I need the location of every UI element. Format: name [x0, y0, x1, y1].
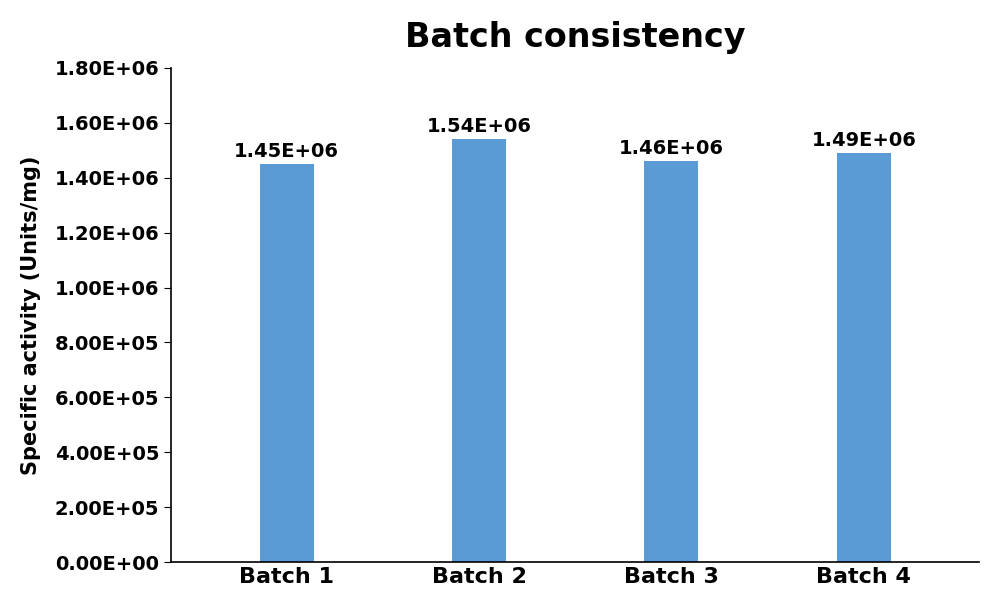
- Bar: [644, 161, 698, 562]
- Y-axis label: Specific activity (Units/mg): Specific activity (Units/mg): [21, 155, 41, 475]
- Text: 1.45E+06: 1.45E+06: [234, 142, 339, 161]
- Text: 1.49E+06: 1.49E+06: [811, 131, 916, 150]
- Text: 1.54E+06: 1.54E+06: [427, 117, 532, 136]
- Title: Batch consistency: Batch consistency: [405, 21, 745, 54]
- Bar: [837, 153, 891, 562]
- Text: 1.46E+06: 1.46E+06: [619, 139, 724, 158]
- Bar: [260, 164, 314, 562]
- Bar: [452, 139, 506, 562]
